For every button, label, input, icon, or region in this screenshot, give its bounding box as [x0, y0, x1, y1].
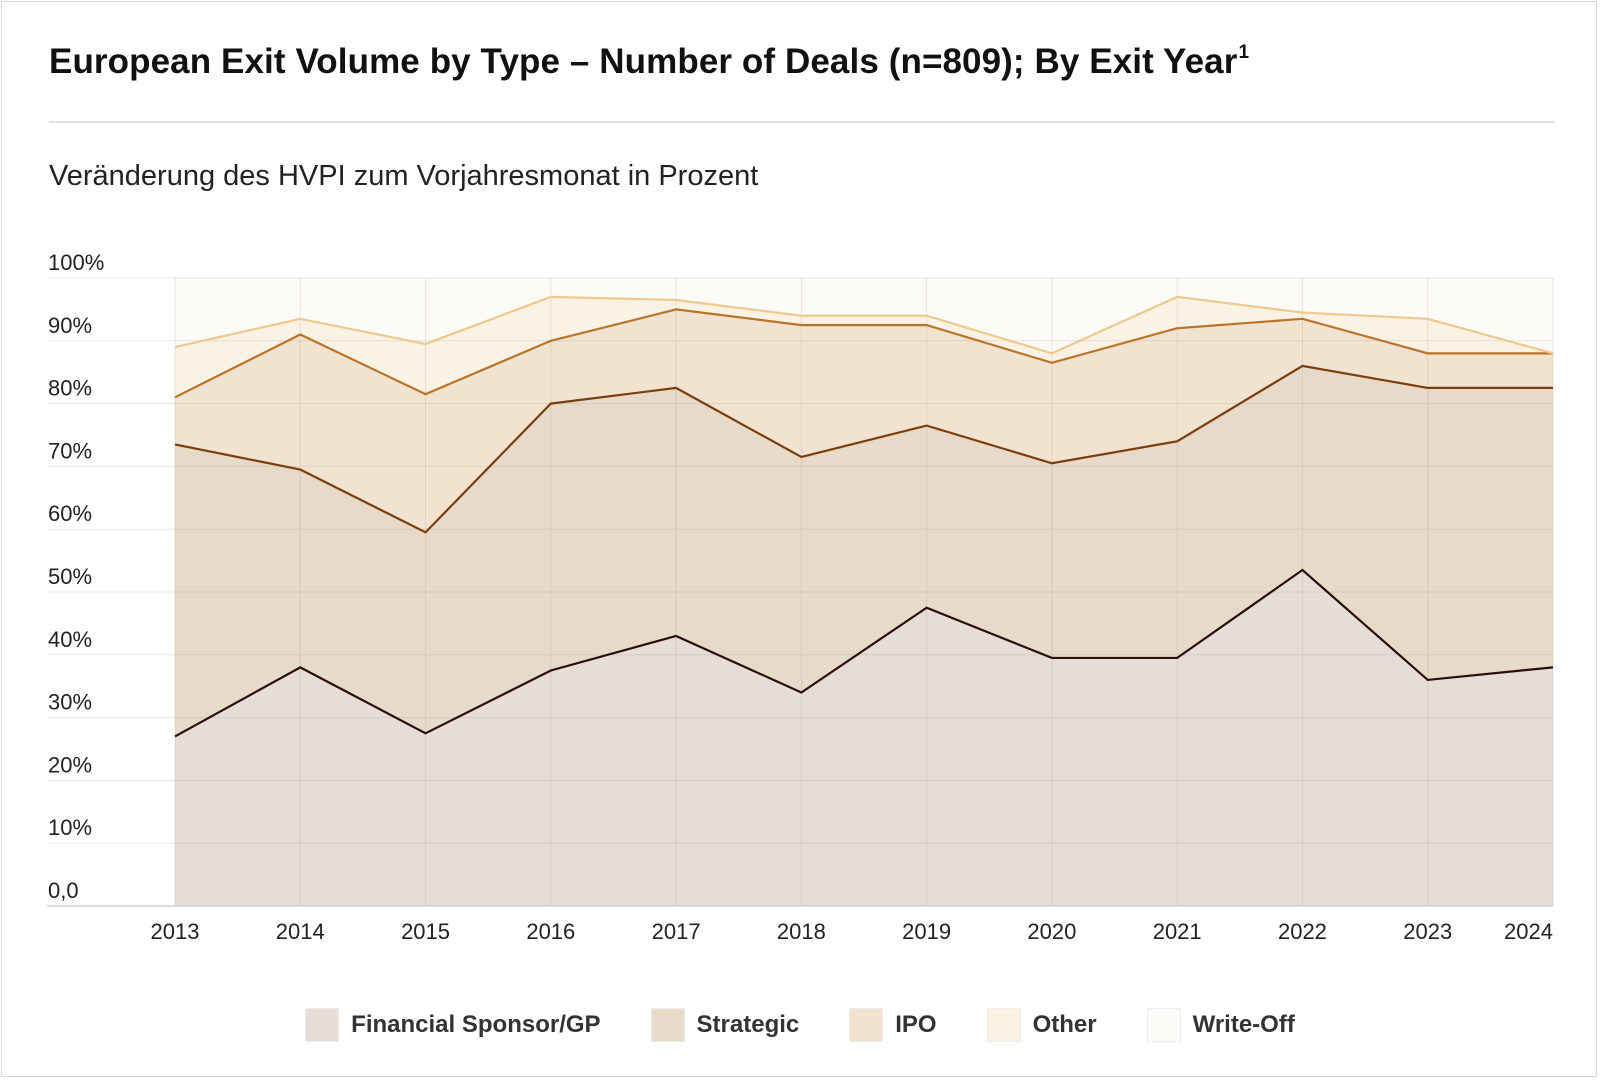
- legend: Financial Sponsor/GP Strategic IPO Other Wri…: [0, 1003, 1600, 1047]
- legend-label: Strategic: [696, 1011, 800, 1038]
- legend-swatch: [1146, 1008, 1181, 1042]
- y-tick-label: 10%: [48, 815, 92, 840]
- x-tick-label: 2022: [1278, 919, 1327, 944]
- legend-label: Financial Sponsor/GP: [351, 1011, 601, 1038]
- legend-item: Other: [986, 1008, 1097, 1042]
- legend-swatch: [986, 1008, 1021, 1042]
- y-tick-label: 30%: [48, 690, 92, 715]
- chart-title: European Exit Volume by Type – Number of…: [49, 42, 1249, 82]
- y-tick-label: 100%: [48, 250, 104, 275]
- legend-item: IPO: [849, 1008, 937, 1042]
- legend-swatch: [305, 1008, 340, 1042]
- legend-label: IPO: [895, 1011, 937, 1038]
- legend-item: Write-Off: [1146, 1008, 1295, 1042]
- x-tick-label: 2014: [276, 919, 325, 944]
- line-other: [174, 295, 1554, 355]
- line-ipo: [174, 308, 1553, 399]
- x-tick-label: 2021: [1153, 919, 1202, 944]
- y-tick-label: 0,0: [48, 878, 79, 903]
- legend-item: Financial Sponsor/GP: [305, 1008, 601, 1042]
- footnote-marker: 1: [1238, 42, 1250, 63]
- line-financial-sponsor-gp: [174, 568, 1554, 738]
- x-tick-label: 2019: [902, 919, 951, 944]
- area-financial-sponsor-gp: [175, 570, 1553, 906]
- x-tick-label: 2024: [1504, 919, 1553, 944]
- x-tick-label: 2023: [1403, 919, 1452, 944]
- x-tick-label: 2018: [777, 919, 826, 944]
- title-divider: [49, 121, 1555, 123]
- legend-label: Other: [1032, 1011, 1097, 1038]
- chart-subtitle: Veränderung des HVPI zum Vorjahresmonat …: [49, 160, 759, 192]
- x-tick-label: 2016: [526, 919, 575, 944]
- legend-item: Strategic: [650, 1008, 800, 1042]
- legend-swatch: [849, 1008, 884, 1042]
- y-tick-label: 90%: [48, 313, 92, 338]
- x-tick-label: 2020: [1027, 919, 1076, 944]
- chart-title-text: European Exit Volume by Type – Number of…: [49, 42, 1238, 81]
- legend-swatch: [650, 1008, 685, 1042]
- line-strategic: [174, 364, 1553, 534]
- y-tick-label: 40%: [48, 627, 92, 652]
- y-tick-label: 50%: [48, 564, 92, 589]
- y-tick-label: 20%: [48, 752, 92, 777]
- x-tick-label: 2013: [151, 919, 200, 944]
- y-tick-label: 70%: [48, 438, 92, 463]
- legend-label: Write-Off: [1192, 1011, 1295, 1038]
- x-tick-label: 2015: [401, 919, 450, 944]
- y-tick-label: 60%: [48, 501, 92, 526]
- y-tick-label: 80%: [48, 376, 92, 401]
- x-tick-label: 2017: [652, 919, 701, 944]
